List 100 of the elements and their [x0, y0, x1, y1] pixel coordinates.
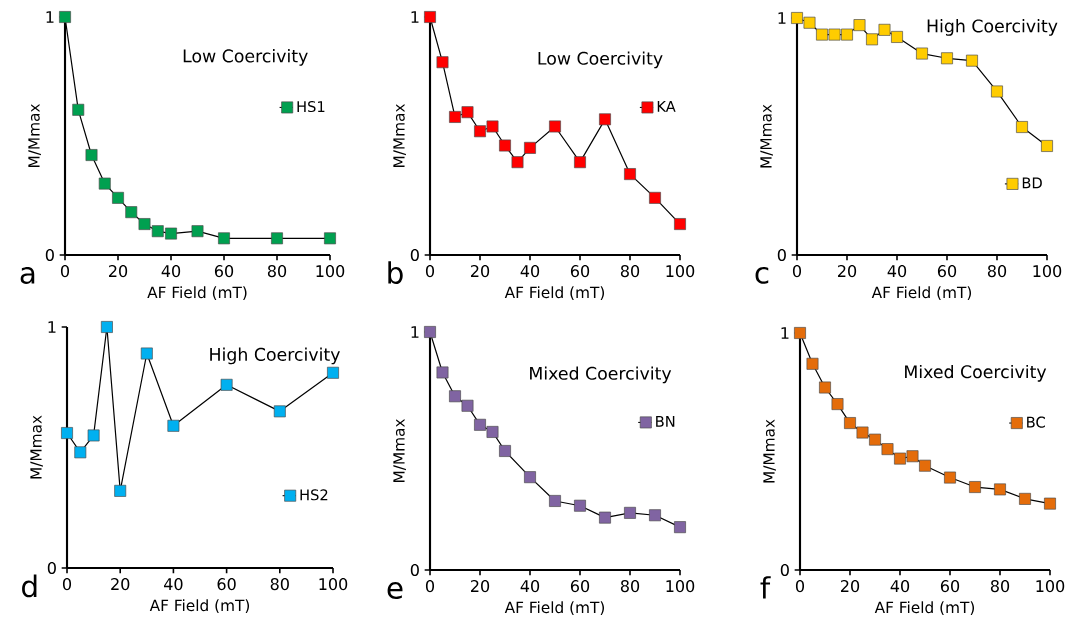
x-tick-label: 0 — [795, 580, 805, 593]
point — [806, 357, 819, 370]
x-axis-title: AF Field (mT) — [504, 286, 605, 300]
point — [649, 509, 661, 522]
annotation: High Coercivity — [210, 347, 340, 365]
y-axis-title: M/Mmax — [760, 104, 773, 168]
point — [524, 471, 536, 484]
x-axis-title: AF Field (mT) — [504, 601, 605, 615]
x-tick-label: 60 — [570, 580, 590, 593]
point — [449, 390, 461, 403]
point — [844, 417, 856, 429]
y-tick-label: 1 — [781, 327, 789, 339]
point — [966, 54, 978, 67]
point — [87, 429, 100, 442]
point — [891, 31, 903, 43]
x-tick-label: 60 — [937, 265, 957, 278]
point — [59, 11, 71, 23]
point — [138, 218, 151, 230]
point — [816, 28, 828, 41]
point — [220, 378, 233, 391]
x-tick-label: 100 — [316, 265, 345, 278]
point — [98, 177, 111, 190]
point — [574, 156, 586, 169]
x-tick-label: 40 — [161, 265, 181, 278]
point — [72, 103, 85, 116]
point — [941, 52, 953, 65]
y-axis-title: M/Mmax — [28, 103, 41, 167]
point — [791, 12, 803, 24]
point — [881, 443, 894, 456]
point — [424, 326, 436, 338]
point — [906, 450, 919, 463]
point — [271, 232, 283, 245]
legend-label: BD — [1022, 177, 1042, 189]
point — [599, 511, 611, 524]
legend-label: BN — [656, 416, 675, 427]
x-tick-label: 40 — [887, 265, 907, 278]
legend-label: HS2 — [300, 489, 328, 501]
text: c — [755, 266, 769, 284]
point — [151, 225, 164, 238]
point — [524, 141, 536, 154]
y-tick-label: 0 — [410, 248, 419, 262]
point — [828, 28, 841, 41]
x-tick-label: 20 — [840, 580, 860, 593]
x-axis-title: AF Field (mT) — [874, 601, 975, 615]
x-tick-label: 20 — [837, 265, 857, 278]
y-tick-label: 0 — [47, 561, 56, 575]
x-tick-label: 40 — [520, 265, 540, 278]
y-tick-label: 1 — [48, 321, 56, 333]
x-tick-label: 80 — [987, 265, 1007, 278]
point — [125, 206, 138, 219]
point — [794, 327, 806, 339]
point — [100, 321, 113, 333]
point — [436, 366, 449, 379]
x-tick-label: 100 — [1036, 580, 1065, 593]
point — [61, 427, 73, 439]
point — [327, 366, 339, 379]
x-tick-label: 80 — [267, 265, 287, 278]
point — [624, 506, 636, 519]
point — [486, 120, 499, 133]
point — [140, 347, 153, 360]
point — [1041, 140, 1053, 152]
x-axis-title: AF Field (mT) — [149, 599, 250, 613]
x-tick-label: 40 — [890, 580, 910, 593]
x-tick-label: 60 — [570, 265, 590, 278]
point — [994, 483, 1006, 496]
x-tick-label: 0 — [425, 265, 435, 278]
point — [191, 225, 204, 238]
point — [624, 168, 636, 181]
x-tick-label: 100 — [319, 578, 348, 591]
point — [424, 11, 436, 23]
point — [167, 419, 180, 432]
point — [878, 23, 891, 36]
y-tick-label: 0 — [780, 563, 789, 577]
point — [499, 139, 511, 152]
point — [574, 499, 586, 512]
point — [674, 521, 686, 534]
y-tick-label: 0 — [410, 563, 419, 577]
text: d — [22, 574, 37, 598]
x-tick-label: 0 — [60, 265, 70, 278]
legend-label: HS1 — [297, 101, 325, 113]
y-tick-label: 0 — [45, 248, 54, 262]
x-tick-label: 100 — [1033, 265, 1062, 278]
annotation: Mixed Coercivity — [530, 366, 672, 384]
point — [474, 418, 486, 431]
point — [803, 16, 816, 29]
point — [549, 120, 561, 133]
x-tick-label: 80 — [270, 578, 289, 591]
point — [1016, 121, 1028, 133]
point — [85, 149, 98, 161]
y-axis-title: M/Mmax — [393, 103, 406, 167]
y-tick-label: 1 — [411, 326, 419, 338]
point — [74, 446, 87, 459]
x-tick-label: 80 — [620, 580, 640, 593]
point — [831, 398, 844, 411]
point — [112, 191, 124, 204]
annotation: Mixed Coercivity — [905, 364, 1047, 382]
point — [511, 156, 524, 169]
point — [853, 19, 866, 32]
x-tick-label: 100 — [666, 580, 695, 593]
point — [599, 113, 611, 126]
